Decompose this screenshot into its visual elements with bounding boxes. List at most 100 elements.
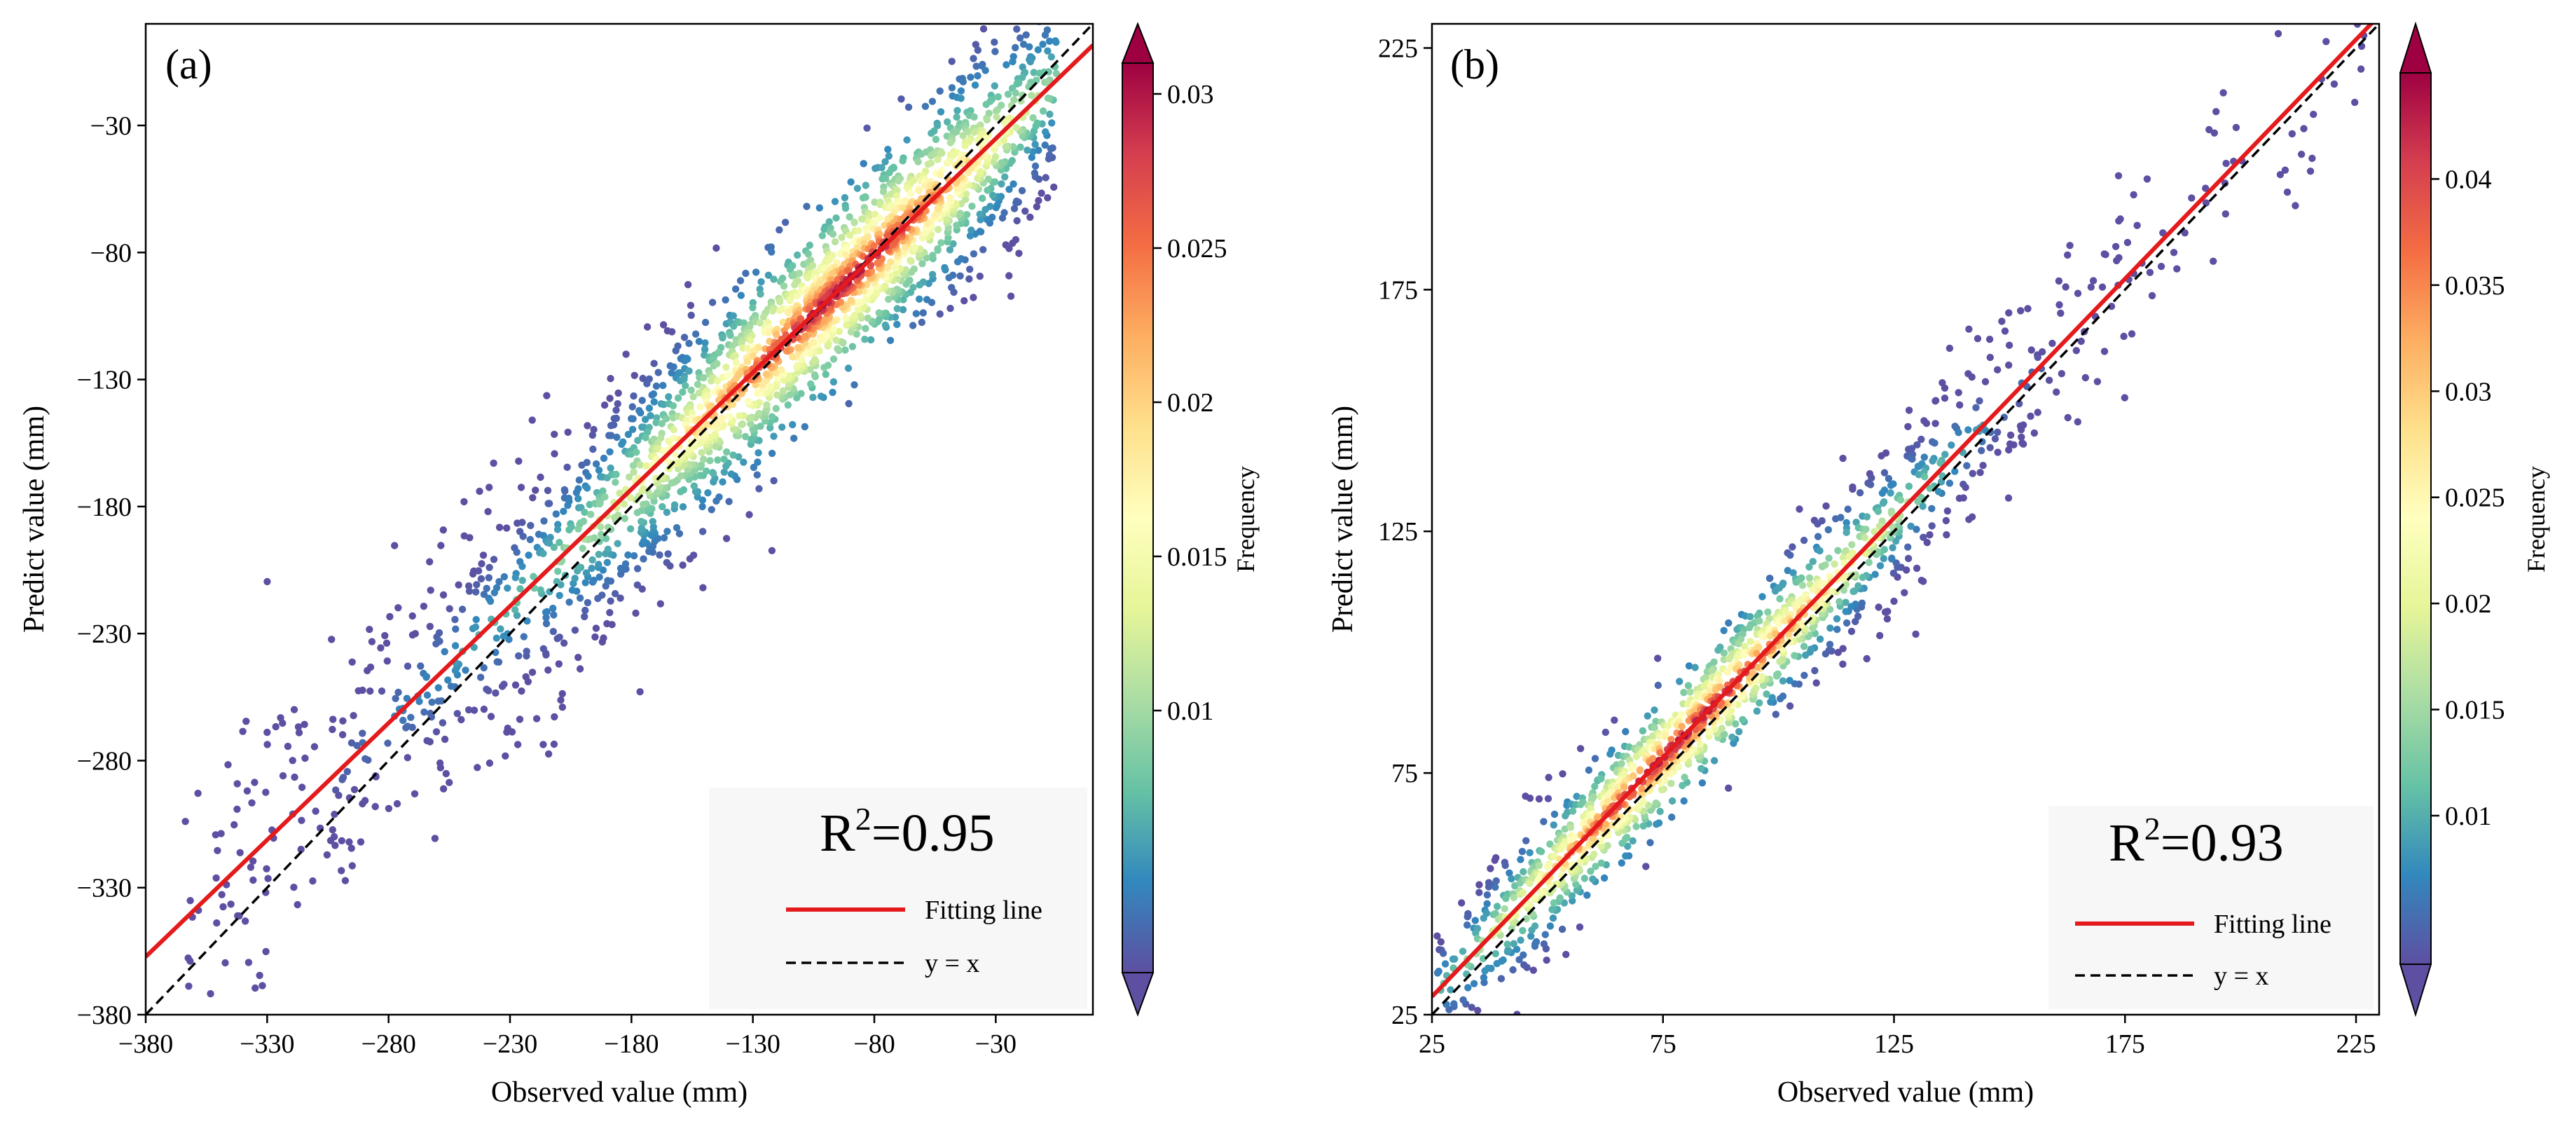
scatter-point (1579, 798, 1587, 807)
colorbar-lower-extend-a (1121, 972, 1155, 1017)
scatter-point (579, 517, 588, 526)
scatter-point (247, 863, 255, 871)
scatter-point (520, 633, 528, 640)
scatter-point (776, 226, 783, 234)
scatter-point (1589, 875, 1597, 883)
scatter-point (820, 226, 828, 233)
scatter-point (221, 959, 229, 967)
scatter-point (698, 448, 705, 456)
scatter-point (1809, 558, 1817, 566)
scatter-point (633, 509, 641, 516)
scatter-point (1012, 123, 1020, 132)
scatter-point (1493, 959, 1501, 968)
scatter-point (2276, 171, 2285, 179)
scatter-point (1047, 145, 1055, 153)
scatter-point (1863, 513, 1871, 521)
scatter-point (545, 500, 553, 507)
scatter-point (353, 741, 361, 750)
scatter-point (1510, 940, 1517, 947)
scatter-point (544, 666, 552, 674)
scatter-point (818, 232, 827, 240)
scatter-point (1656, 748, 1664, 757)
scatter-point (881, 321, 890, 329)
scatter-point (1492, 950, 1499, 958)
x-tick-label: −380 (118, 1029, 173, 1059)
colorbar-tick-label: 0.015 (2445, 696, 2505, 725)
scatter-point (1532, 938, 1541, 946)
scatter-point (2098, 283, 2107, 291)
scatter-point (695, 338, 703, 345)
scatter-point (1047, 53, 1056, 61)
scatter-point (680, 334, 689, 341)
scatter-point (1920, 473, 1929, 481)
scatter-point (1756, 699, 1763, 707)
scatter-point (982, 67, 989, 74)
scatter-point (464, 706, 473, 714)
scatter-point (966, 232, 974, 240)
x-tick-label: 175 (2105, 1029, 2145, 1059)
scatter-point (959, 132, 967, 139)
scatter-point (1784, 567, 1791, 575)
colorbar-tick-label: 0.02 (1167, 388, 1214, 418)
scatter-point (1840, 587, 1848, 594)
scatter-point (1728, 733, 1736, 741)
scatter-point (2202, 199, 2210, 207)
y-axis-title-a: Predict value (mm) (18, 406, 50, 633)
colorbar-tick-label: 0.04 (2445, 165, 2492, 194)
scatter-point (862, 324, 869, 332)
scatter-point (957, 95, 965, 102)
y-tick-label: −280 (77, 746, 132, 776)
scatter-point (941, 263, 949, 272)
scatter-point (1005, 272, 1013, 280)
scatter-point (915, 186, 923, 195)
scatter-point (1591, 783, 1599, 790)
scatter-point (1942, 516, 1950, 525)
scatter-point (1881, 608, 1889, 616)
scatter-point (1879, 499, 1887, 507)
scatter-point (1923, 539, 1931, 547)
scatter-point (795, 269, 804, 277)
scatter-point (698, 502, 706, 511)
scatter-point (457, 715, 465, 724)
scatter-point (436, 759, 444, 767)
scatter-point (756, 319, 764, 327)
scatter-point (936, 87, 944, 95)
scatter-point (381, 631, 389, 640)
scatter-point (784, 401, 792, 409)
scatter-point (1003, 61, 1010, 69)
scatter-point (932, 135, 940, 144)
scatter-point (1868, 474, 1875, 482)
scatter-point (1726, 654, 1733, 663)
scatter-point (1789, 543, 1796, 551)
colorbar-gradient-b (2399, 72, 2432, 965)
scatter-point (1779, 677, 1787, 685)
colorbar-b: 0.01 0.015 0.02 0.025 0.03 0.035 0.04 Frequenc… (2399, 21, 2550, 1017)
scatter-point (1656, 807, 1664, 816)
scatter-point (1450, 1057, 1457, 1064)
scatter-point (991, 39, 998, 46)
scatter-point (642, 434, 649, 441)
scatter-point (854, 299, 862, 307)
scatter-point (1821, 561, 1829, 569)
scatter-point (695, 389, 703, 397)
scatter-point (959, 78, 967, 85)
scatter-point (366, 687, 374, 695)
scatter-point (294, 723, 303, 731)
scatter-point (1775, 584, 1784, 592)
scatter-point (552, 510, 560, 518)
scatter-point (747, 420, 755, 428)
scatter-point (1010, 205, 1019, 212)
scatter-point (1526, 879, 1534, 888)
scatter-point (332, 786, 340, 794)
scatter-point (1876, 631, 1884, 640)
scatter-point (490, 556, 498, 563)
scatter-point (556, 539, 563, 547)
scatter-point (992, 107, 1000, 115)
scatter-point (770, 275, 778, 283)
scatter-point (1941, 451, 1949, 458)
scatter-point (411, 630, 419, 638)
scatter-point (561, 487, 569, 495)
scatter-point (1768, 694, 1776, 701)
scatter-point (1033, 203, 1041, 211)
scatter-point (972, 62, 980, 70)
